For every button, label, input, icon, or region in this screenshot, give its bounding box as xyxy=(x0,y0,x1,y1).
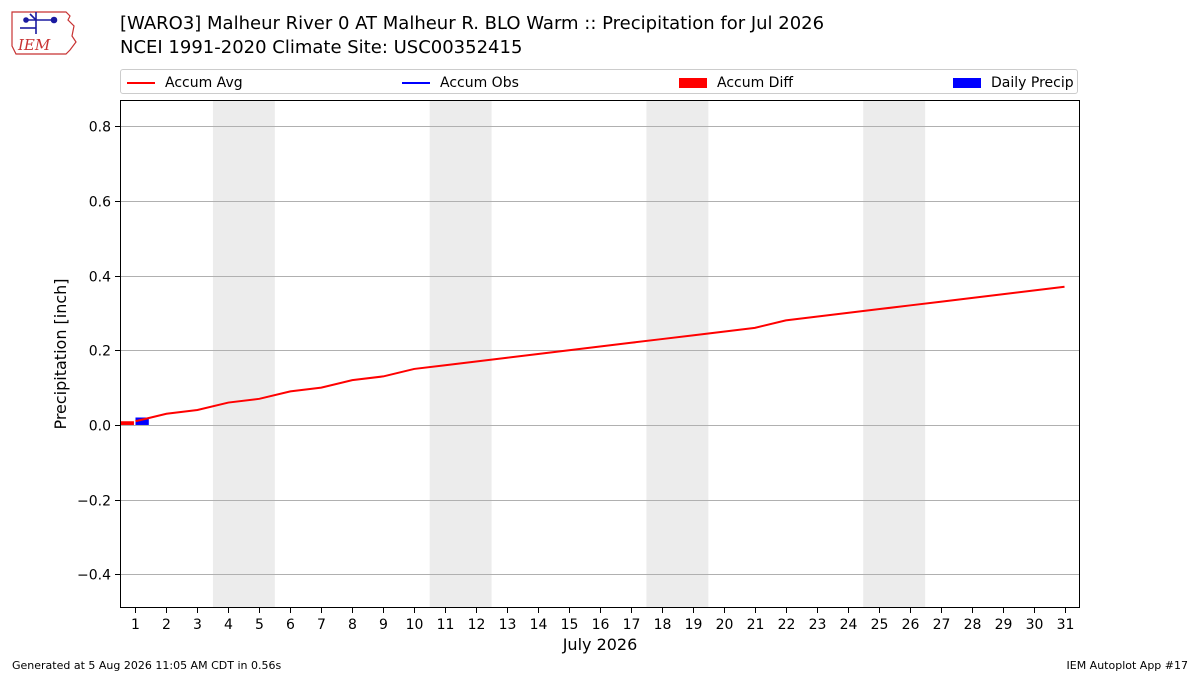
accum-avg-line xyxy=(135,285,1065,423)
y-axis-label: Precipitation [inch] xyxy=(51,278,70,429)
legend-item-daily-precip: Daily Precip xyxy=(953,70,1074,95)
weekend-shading xyxy=(212,100,926,608)
footer-app-text: IEM Autoplot App #17 xyxy=(1066,659,1189,672)
x-tick-label: 5 xyxy=(255,617,264,633)
y-tick-label: 0.8 xyxy=(89,120,111,136)
x-tick-label: 2 xyxy=(162,617,171,633)
plot-frame xyxy=(120,100,1080,608)
weekend-shade-1 xyxy=(212,100,275,608)
y-gridlines xyxy=(120,126,1080,575)
footer-generated-text: Generated at 5 Aug 2026 11:05 AM CDT in … xyxy=(12,659,282,672)
x-tick-label: 27 xyxy=(933,617,951,633)
line-series xyxy=(135,285,1065,423)
weekend-shade-3 xyxy=(646,100,709,608)
legend-label-daily-precip: Daily Precip xyxy=(991,74,1074,91)
x-tick-label: 4 xyxy=(224,617,233,633)
y-tick-label: 0.2 xyxy=(89,344,111,360)
x-tick-label: 11 xyxy=(437,617,455,633)
x-tick-label: 17 xyxy=(623,617,641,633)
x-axis-label: July 2026 xyxy=(562,635,638,654)
x-tick-label: 8 xyxy=(348,617,357,633)
x-tick-label: 25 xyxy=(871,617,889,633)
y-tick-label: −0.2 xyxy=(77,494,111,510)
chart-subtitle: NCEI 1991-2020 Climate Site: USC00352415 xyxy=(120,37,523,58)
y-tick-label: 0.0 xyxy=(89,419,111,435)
x-tick-label: 22 xyxy=(778,617,796,633)
legend-item-accum-obs: Accum Obs xyxy=(402,70,519,95)
legend-item-accum-diff: Accum Diff xyxy=(679,70,793,95)
x-tick-label: 21 xyxy=(747,617,765,633)
x-tick-label: 30 xyxy=(1026,617,1044,633)
y-tick-label: 0.4 xyxy=(89,270,111,286)
legend-swatch-accum-obs xyxy=(402,81,430,84)
legend-swatch-daily-precip xyxy=(953,77,981,88)
x-tick-label: 26 xyxy=(902,617,920,633)
x-tick-label: 19 xyxy=(685,617,703,633)
weekend-shade-4 xyxy=(863,100,926,608)
iowa-outline xyxy=(11,11,77,55)
legend: Accum Avg Accum Obs Accum Diff Daily Pre… xyxy=(120,69,1078,94)
legend-label-accum-diff: Accum Diff xyxy=(717,74,794,91)
x-tick-label: 23 xyxy=(809,617,827,633)
x-tick-label: 6 xyxy=(286,617,295,633)
x-tick-label: 16 xyxy=(592,617,610,633)
weather-instrument-icon xyxy=(20,12,58,34)
x-tick-label: 12 xyxy=(468,617,486,633)
x-tick-label: 15 xyxy=(561,617,579,633)
y-tick-label: −0.4 xyxy=(77,568,111,584)
x-tick-label: 1 xyxy=(131,617,140,633)
x-tick-label: 24 xyxy=(840,617,858,633)
legend-item-accum-avg: Accum Avg xyxy=(127,70,243,95)
daily-precip-bar xyxy=(135,417,149,425)
x-tick-label: 9 xyxy=(379,617,388,633)
iem-logo: IEM xyxy=(11,11,77,55)
x-tick-label: 14 xyxy=(530,617,548,633)
x-tick-label: 3 xyxy=(193,617,202,633)
y-axis-ticks: −0.4 −0.2 0.0 0.2 0.4 0.6 0.8 xyxy=(77,120,120,584)
x-tick-label: 7 xyxy=(317,617,326,633)
x-tick-label: 18 xyxy=(654,617,672,633)
legend-label-accum-avg: Accum Avg xyxy=(165,74,243,91)
accum-diff-bar xyxy=(120,421,134,425)
x-tick-label: 13 xyxy=(499,617,517,633)
x-axis-ticks: 1 2 3 4 5 6 7 8 9 10 11 12 13 14 15 16 17 18 19 20 21 22 23 24 2… xyxy=(131,608,1074,633)
legend-swatch-accum-diff xyxy=(679,77,707,88)
chart-title: [WARO3] Malheur River 0 AT Malheur R. BL… xyxy=(120,13,825,34)
y-tick-label: 0.6 xyxy=(89,195,111,211)
weekend-shade-2 xyxy=(429,100,492,608)
legend-swatch-accum-avg xyxy=(127,81,155,84)
bar-series xyxy=(120,417,149,425)
iem-logo-text: IEM xyxy=(17,36,51,54)
x-tick-label: 28 xyxy=(964,617,982,633)
legend-label-accum-obs: Accum Obs xyxy=(440,74,519,91)
x-tick-label: 31 xyxy=(1057,617,1075,633)
x-tick-label: 10 xyxy=(406,617,424,633)
x-tick-label: 29 xyxy=(995,617,1013,633)
x-tick-label: 20 xyxy=(716,617,734,633)
